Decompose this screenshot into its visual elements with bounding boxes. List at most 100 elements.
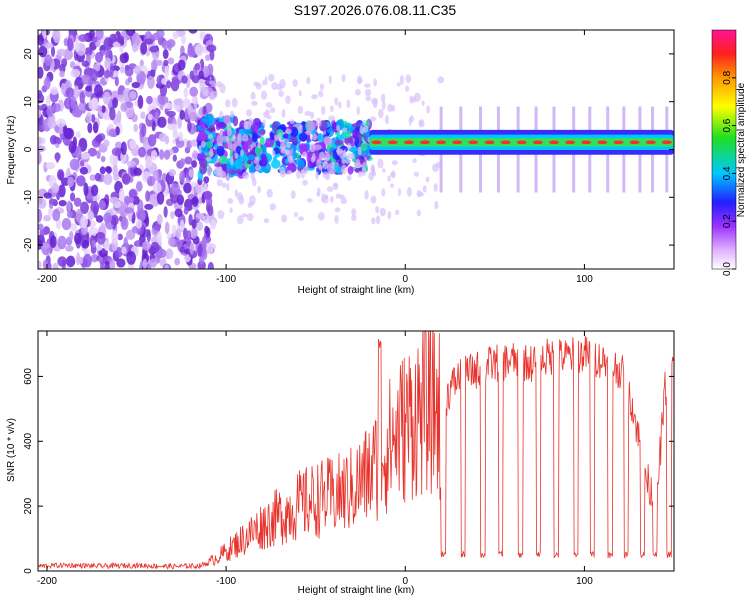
noise-blob <box>79 166 88 175</box>
noise-blob <box>103 173 113 186</box>
noise-blob <box>61 217 72 231</box>
noise-blob <box>104 260 110 269</box>
noise-blob <box>83 182 89 197</box>
noise-blob <box>114 141 123 150</box>
noise-blob <box>171 224 177 238</box>
noise-blob <box>113 174 120 182</box>
noise-blob <box>117 94 124 102</box>
noise-blob <box>66 200 72 212</box>
noise-blob <box>43 214 52 222</box>
onset-blob <box>218 116 225 123</box>
noise-blob <box>144 38 154 45</box>
noise-blob <box>100 155 106 163</box>
noise-blob <box>126 160 137 168</box>
noise-blob <box>47 118 57 129</box>
onset-blob <box>207 165 212 176</box>
halo-blob <box>359 125 365 135</box>
halo-blob <box>302 151 308 158</box>
noise-blob <box>78 102 84 111</box>
noise-blob <box>38 145 46 153</box>
onset-blob <box>334 139 344 146</box>
noise-blob <box>174 257 181 266</box>
noise-blob <box>206 242 214 255</box>
noise-blob <box>139 211 146 221</box>
onset-blob <box>317 133 324 143</box>
noise-blob <box>194 63 201 71</box>
tone-core <box>613 140 624 145</box>
noise-blob <box>201 237 207 250</box>
colorbar-tick-label: 0.2 <box>722 214 733 228</box>
x-tick-label: 100 <box>576 274 593 285</box>
noise-blob <box>85 112 92 124</box>
halo-blob <box>340 197 347 205</box>
noise-blob <box>175 228 182 239</box>
noise-blob <box>90 114 96 123</box>
noise-blob <box>179 109 185 121</box>
onset-blob <box>216 121 227 129</box>
halo-blob <box>334 207 341 213</box>
onset-blob <box>250 163 256 174</box>
halo-blob <box>250 100 258 106</box>
halo-blob <box>385 114 389 125</box>
onset-blob <box>335 166 343 174</box>
halo-blob <box>397 187 402 197</box>
noise-blob <box>103 37 113 51</box>
noise-blob <box>167 57 175 65</box>
halo-blob <box>399 75 405 85</box>
y-tick-label: 0 <box>23 568 34 574</box>
noise-blob <box>165 248 174 260</box>
noise-blob <box>94 84 104 98</box>
halo-blob <box>375 205 380 214</box>
y-tick-label: 0 <box>23 146 34 152</box>
onset-blob <box>213 143 219 149</box>
halo-blob <box>354 88 361 96</box>
noise-blob <box>149 46 159 53</box>
onset-blob <box>260 153 267 160</box>
noise-blob <box>119 45 124 53</box>
noise-blob <box>91 239 96 249</box>
noise-blob <box>170 183 180 196</box>
noise-blob <box>183 182 192 194</box>
halo-blob <box>373 78 378 87</box>
halo-blob <box>257 141 261 149</box>
onset-blob <box>199 162 207 175</box>
onset-blob <box>306 120 316 131</box>
noise-blob <box>59 70 65 78</box>
noise-blob <box>140 111 146 120</box>
onset-blob <box>232 116 239 127</box>
halo-blob <box>278 90 284 98</box>
noise-blob <box>156 191 165 205</box>
noise-blob <box>191 227 198 239</box>
spectrogram-y-label: Frequency (Hz) <box>6 116 17 185</box>
noise-blob <box>133 65 141 75</box>
noise-blob <box>183 87 189 98</box>
x-tick-label: 100 <box>576 576 593 587</box>
halo-blob <box>418 119 425 128</box>
halo-blob <box>316 158 322 169</box>
y-tick-label: 400 <box>23 432 34 449</box>
noise-blob <box>145 96 154 105</box>
noise-blob <box>152 182 162 194</box>
halo-blob <box>203 89 209 97</box>
noise-blob <box>189 86 199 97</box>
noise-blob <box>204 54 211 62</box>
x-tick-label: -200 <box>37 576 57 587</box>
halo-blob <box>234 189 238 197</box>
noise-blob <box>79 160 85 167</box>
noise-blob <box>150 59 158 71</box>
halo-blob <box>266 188 273 198</box>
noise-blob <box>94 243 103 252</box>
noise-blob <box>46 95 51 107</box>
noise-blob <box>183 207 189 215</box>
noise-blob <box>124 207 135 214</box>
noise-blob <box>133 167 142 176</box>
noise-blob <box>76 175 86 187</box>
noise-blob <box>109 106 116 121</box>
tone-core <box>629 140 640 145</box>
halo-blob <box>296 170 302 179</box>
onset-blob <box>352 128 358 140</box>
noise-blob <box>68 231 74 241</box>
noise-blob <box>69 158 80 171</box>
noise-blob <box>112 163 118 178</box>
noise-blob <box>144 203 154 210</box>
